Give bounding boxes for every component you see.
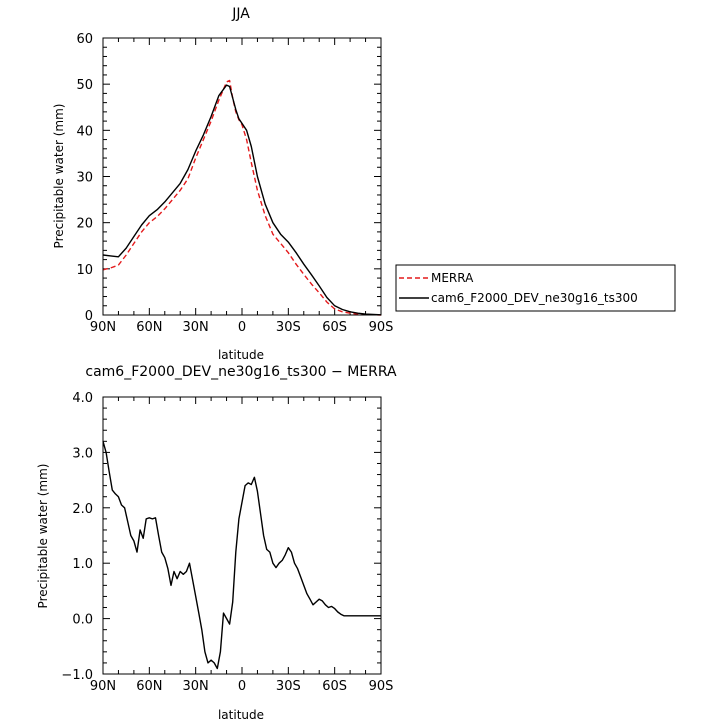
top-xtick-label: 60N: [136, 320, 162, 335]
top-ytick-label: 0: [85, 309, 93, 324]
top-panel-lines: [102, 79, 382, 316]
legend-box: [395, 264, 676, 312]
top-ytick-label: 30: [76, 171, 93, 186]
bottom-xtick-label: 60S: [322, 679, 347, 694]
top-xtick-label: 60S: [322, 320, 347, 335]
bottom-panel-ticks: 90N 60N 30N 0 30S 60S 90S −1.0 0.0 1.0 2.0 3.0 4.0: [61, 391, 393, 694]
top-panel-ticks: 90N 60N 30N 0 30S 60S 90S 0 10 20 30 40 50 60: [76, 32, 393, 335]
bottom-panel: cam6_F2000_DEV_ne30g16_ts300 − MERRA 90N…: [36, 364, 397, 722]
top-xtick-label: 90N: [90, 320, 116, 335]
bottom-ytick-label: 0.0: [72, 613, 93, 628]
bottom-panel-ylabel: Precipitable water (mm): [36, 464, 50, 609]
bottom-panel-xlabel: latitude: [218, 708, 264, 722]
top-ytick-label: 50: [76, 78, 93, 93]
top-series-merra-line: [102, 79, 382, 316]
bottom-ytick-label: 4.0: [72, 391, 93, 406]
top-panel-xlabel: latitude: [218, 348, 264, 362]
legend-label-cam6: cam6_F2000_DEV_ne30g16_ts300: [431, 291, 638, 305]
top-panel-ylabel: Precipitable water (mm): [52, 104, 66, 249]
top-ytick-label: 60: [76, 32, 93, 47]
legend-label-merra: MERRA: [431, 271, 474, 285]
bottom-ytick-label: 1.0: [72, 557, 93, 572]
bottom-panel-title: cam6_F2000_DEV_ne30g16_ts300 − MERRA: [85, 364, 397, 380]
top-xtick-label: 0: [238, 320, 246, 335]
bottom-xtick-label: 90S: [369, 679, 394, 694]
bottom-panel-lines: [102, 441, 381, 670]
top-xtick-label: 30S: [276, 320, 301, 335]
top-panel-frame: [102, 37, 382, 316]
top-xtick-label: 30N: [183, 320, 209, 335]
bottom-xtick-label: 30S: [276, 679, 301, 694]
bottom-ytick-label: 2.0: [72, 502, 93, 517]
bottom-xtick-label: 0: [238, 679, 246, 694]
bottom-xtick-label: 30N: [183, 679, 209, 694]
bottom-ytick-label: −1.0: [61, 668, 93, 683]
bottom-xtick-label: 60N: [136, 679, 162, 694]
bottom-panel-frame: [102, 396, 382, 675]
top-series-cam6-f2000-dev-ne30g16-ts300-line: [102, 84, 382, 316]
bottom-series-difference-line: [102, 441, 381, 670]
top-panel: JJA 90N 60N 30N 0 30S 60S 90S 0 10 20 30 40 50 60 lat…: [52, 6, 393, 362]
top-panel-title: JJA: [231, 6, 250, 22]
top-xtick-label: 90S: [369, 320, 394, 335]
legend: MERRA cam6_F2000_DEV_ne30g16_ts300: [395, 264, 676, 312]
top-ytick-label: 10: [76, 263, 93, 278]
top-ytick-label: 20: [76, 217, 93, 232]
top-ytick-label: 40: [76, 124, 93, 139]
bottom-xtick-label: 90N: [90, 679, 116, 694]
bottom-ytick-label: 3.0: [72, 446, 93, 461]
